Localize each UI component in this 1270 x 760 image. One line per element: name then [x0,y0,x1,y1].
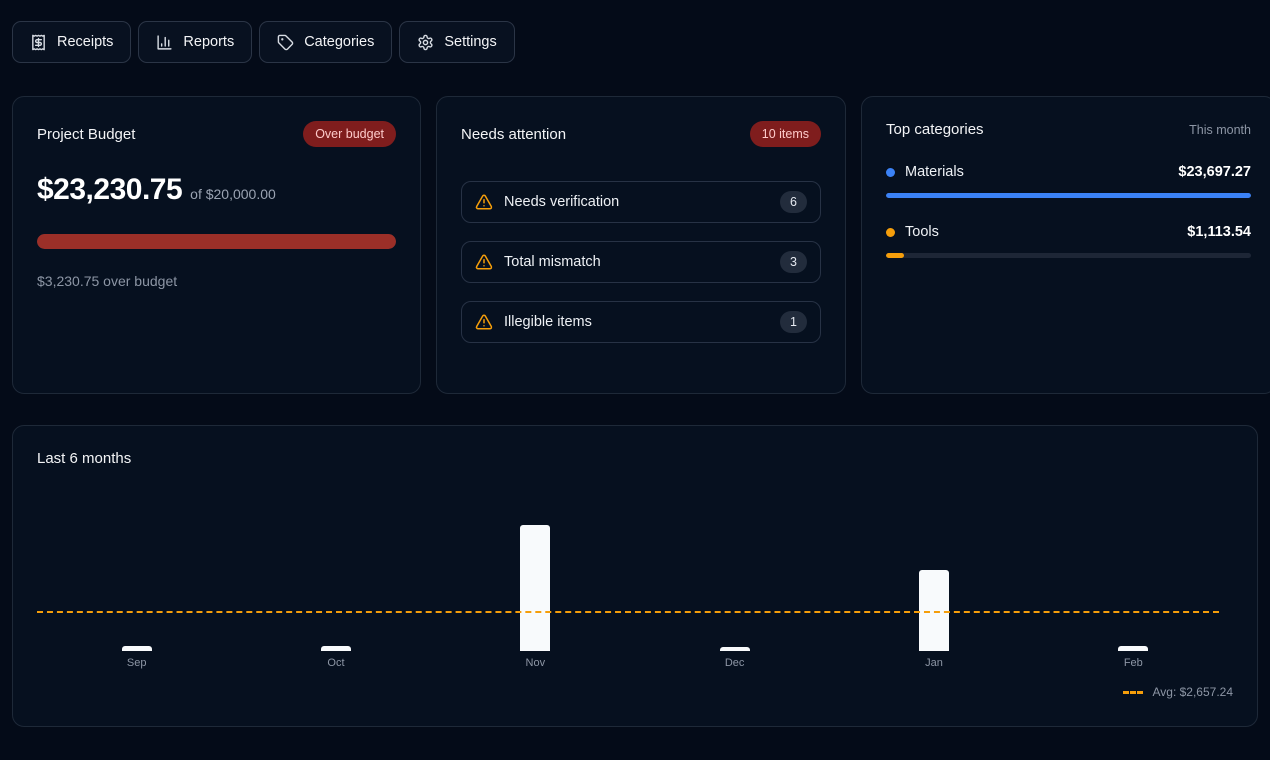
attention-row-illegible-items[interactable]: Illegible items 1 [461,301,821,343]
attention-row-total-mismatch[interactable]: Total mismatch 3 [461,241,821,283]
nav-reports-button[interactable]: Reports [138,21,253,63]
nav-label-settings: Settings [444,34,497,50]
category-item-tools: Tools $1,113.54 [886,224,1251,258]
category-dot [886,227,895,237]
avg-line-legend-label: Avg: $2,657.24 [1152,685,1233,699]
chart-x-label: Nov [525,657,546,669]
chart-bar [320,646,351,651]
dashboard: Project Budget Over budget $23,230.75 of… [0,96,1270,727]
bar-chart-icon [156,34,173,51]
budget-total: of $20,000.00 [190,186,276,202]
attention-row-needs-verification[interactable]: Needs verification 6 [461,181,821,223]
chart-x-label: Jan [925,657,943,669]
budget-amount: $23,230.75 [37,173,183,206]
nav-label-receipts: Receipts [57,34,114,50]
chart-plot [37,491,1233,651]
nav-settings-button[interactable]: Settings [399,21,515,63]
chart-bar [918,570,949,651]
attention-row-count: 1 [780,311,807,333]
warning-triangle-icon [475,313,493,331]
top-nav: Receipts Reports Categories Settings [0,0,1270,63]
nav-receipts-button[interactable]: Receipts [12,21,132,63]
chart-bar [719,647,750,651]
categories-period: This month [1189,122,1251,137]
avg-line [37,611,1219,613]
monthly-chart-card: Last 6 months Sep Oct Nov Dec Jan Feb Avg: $2… [12,425,1258,727]
summary-cards-row: Project Budget Over budget $23,230.75 of… [12,96,1270,394]
chart-bar [1118,646,1149,651]
budget-progress-fill [37,234,396,249]
categories-card-title: Top categories [886,121,984,138]
category-bar-fill [886,193,1251,198]
chart-bar-slot [236,491,435,651]
chart-bar-slot [436,491,635,651]
attention-row-label: Total mismatch [504,254,601,270]
attention-row-label: Illegible items [504,314,592,330]
attention-row-count: 3 [780,251,807,273]
category-name: Tools [905,224,939,240]
chart-bar [520,525,551,651]
chart-bar-slot [37,491,236,651]
category-bar-track [886,253,1251,258]
chart-bar-slot [1034,491,1233,651]
chart-x-labels: Sep Oct Nov Dec Jan Feb [37,657,1233,669]
budget-card-title: Project Budget [37,125,136,143]
chart-x-label: Dec [724,657,745,669]
chart-title: Last 6 months [37,450,132,467]
category-name: Materials [905,164,964,180]
over-budget-badge: Over budget [303,121,396,147]
nav-label-categories: Categories [304,34,375,50]
chart-x-label: Feb [1123,657,1143,669]
nav-label-reports: Reports [183,34,235,50]
warning-triangle-icon [475,193,493,211]
budget-note: $3,230.75 over budget [37,273,178,289]
chart-bar-slot [834,491,1033,651]
chart-x-label: Sep [126,657,147,669]
gear-icon [417,34,434,51]
attention-card-title: Needs attention [461,125,567,143]
category-bar-fill [886,253,905,258]
categories-card: Top categories This month Materials $23,… [861,96,1270,394]
category-dot [886,167,895,177]
receipt-icon [30,34,47,51]
avg-line-legend-swatch [1123,690,1144,694]
tag-icon [277,34,294,51]
chart-x-label: Oct [327,657,345,669]
category-item-materials: Materials $23,697.27 [886,164,1251,198]
chart-bar [121,646,152,651]
attention-count-badge: 10 items [749,121,821,147]
attention-row-label: Needs verification [504,194,620,210]
category-amount: $23,697.27 [1178,164,1251,180]
chart-legend: Avg: $2,657.24 [37,685,1233,699]
budget-card: Project Budget Over budget $23,230.75 of… [12,96,421,394]
attention-list: Needs verification 6 Total mismatch 3 Il… [461,181,821,343]
attention-card: Needs attention 10 items Needs verificat… [436,96,846,394]
warning-triangle-icon [475,253,493,271]
attention-row-count: 6 [780,191,807,213]
nav-categories-button[interactable]: Categories [259,21,393,63]
chart-bar-slot [635,491,834,651]
category-amount: $1,113.54 [1187,224,1251,240]
budget-progress-track [37,234,396,249]
category-bar-track [886,193,1251,198]
